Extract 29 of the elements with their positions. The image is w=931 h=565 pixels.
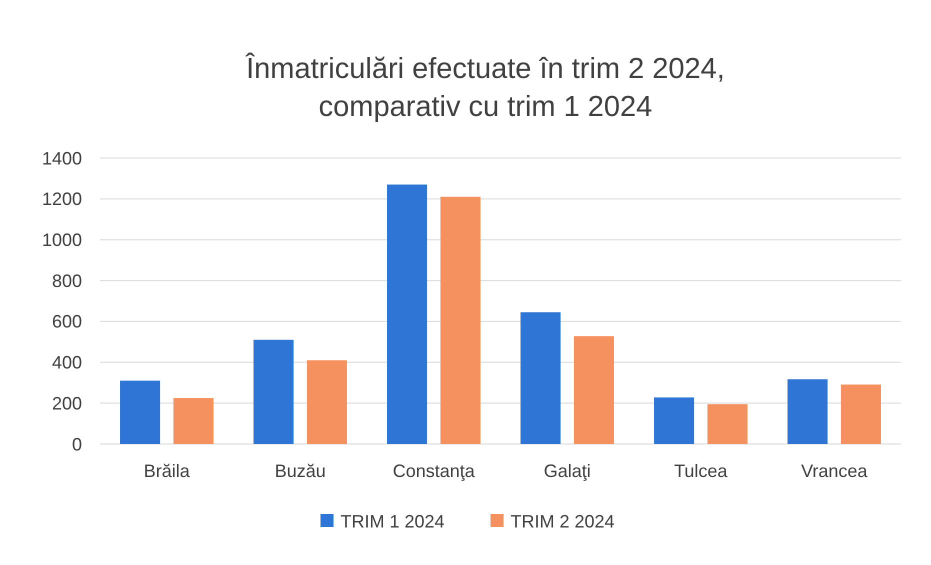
- y-tick-label: 1000: [42, 230, 82, 250]
- y-tick-label: 400: [52, 352, 82, 373]
- y-tick-label: 600: [52, 312, 82, 332]
- bar: [173, 398, 214, 444]
- y-tick-label: 0: [72, 434, 82, 454]
- bar: [254, 340, 294, 444]
- legend-label: TRIM 1 2024: [340, 511, 445, 532]
- bar: [840, 384, 881, 444]
- y-tick-label: 1400: [42, 148, 82, 168]
- legend-label: TRIM 2 2024: [510, 511, 615, 532]
- bar: [387, 184, 428, 444]
- bar: [654, 397, 694, 444]
- bar: [120, 380, 160, 444]
- bar: [440, 196, 480, 444]
- y-tick-label: 200: [52, 393, 82, 414]
- bar: [520, 312, 561, 444]
- x-tick-label: Constanţa: [392, 461, 476, 481]
- bar: [788, 379, 828, 444]
- bar: [574, 336, 614, 444]
- x-tick-label: Brăila: [144, 461, 191, 481]
- x-tick-label: Tulcea: [674, 461, 728, 481]
- chart-title: Înmatriculări efectuate în trim 2 2024, comparativ cu trim 1 2024: [245, 52, 725, 123]
- y-tick-label: 1200: [42, 189, 82, 210]
- bar: [306, 360, 347, 444]
- y-tick-label: 800: [52, 270, 82, 291]
- x-tick-label: Vrancea: [801, 461, 868, 481]
- x-tick-label: Buzău: [274, 461, 326, 481]
- bar: [707, 404, 748, 444]
- x-tick-label: Galaţi: [544, 461, 591, 481]
